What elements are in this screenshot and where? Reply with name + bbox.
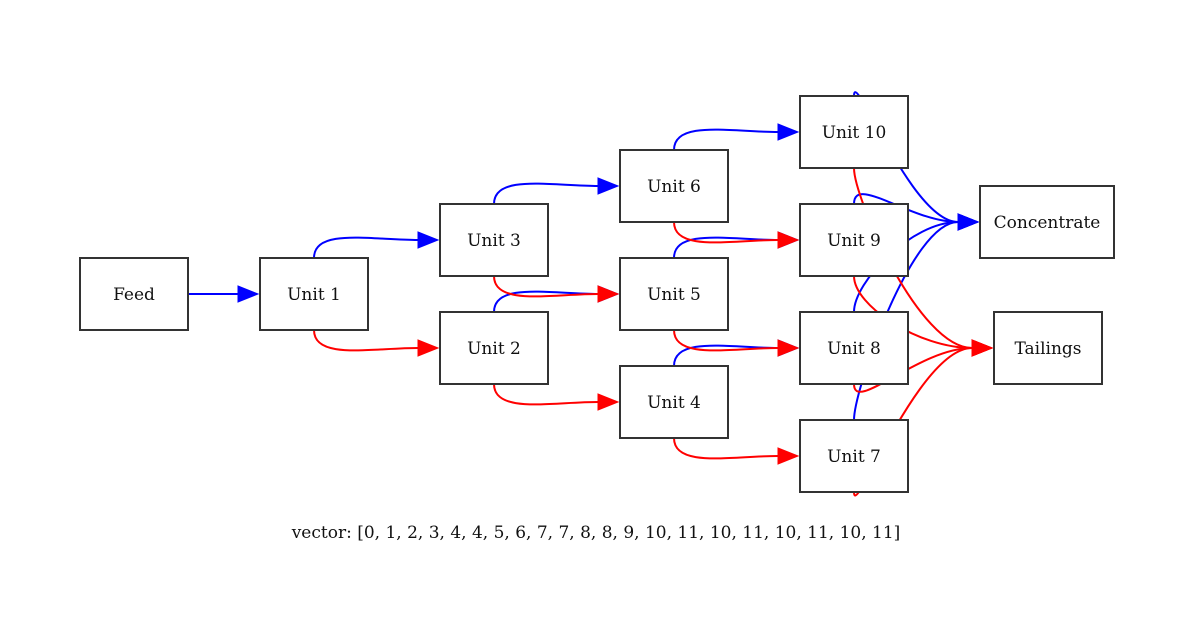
arrowhead-u3-to-u6 bbox=[597, 177, 620, 195]
node-u10: Unit 10 bbox=[799, 95, 909, 169]
node-u6-label: Unit 6 bbox=[647, 177, 701, 197]
edge-u3-to-u5 bbox=[493, 275, 599, 298]
node-conc-label: Concentrate bbox=[994, 213, 1101, 233]
arrowheads-layer bbox=[237, 123, 994, 465]
edge-u1-to-u3 bbox=[313, 236, 419, 259]
node-u6: Unit 6 bbox=[619, 149, 729, 223]
arrowhead-u5-to-u8 bbox=[777, 339, 800, 357]
node-conc: Concentrate bbox=[979, 185, 1115, 259]
node-u5-label: Unit 5 bbox=[647, 285, 701, 305]
edge-u3-to-u6 bbox=[493, 182, 599, 205]
edge-u9-to-conc bbox=[853, 193, 959, 223]
node-u2-label: Unit 2 bbox=[467, 339, 521, 359]
arrowhead-u10-to-conc bbox=[957, 213, 980, 231]
node-tail: Tailings bbox=[993, 311, 1103, 385]
node-u4: Unit 4 bbox=[619, 365, 729, 439]
node-u1-label: Unit 1 bbox=[287, 285, 341, 305]
arrowhead-u1-to-u2 bbox=[417, 339, 440, 357]
arrowhead-u6-to-u10 bbox=[777, 123, 800, 141]
arrowhead-u2-to-u4 bbox=[597, 393, 620, 411]
edge-u6-to-u9 bbox=[673, 221, 779, 244]
node-u3: Unit 3 bbox=[439, 203, 549, 277]
node-u3-label: Unit 3 bbox=[467, 231, 521, 251]
arrowhead-u6-to-u9 bbox=[777, 231, 800, 249]
edge-u2-to-u4 bbox=[493, 383, 599, 406]
node-u2: Unit 2 bbox=[439, 311, 549, 385]
node-u8-label: Unit 8 bbox=[827, 339, 881, 359]
edge-u1-to-u2 bbox=[313, 329, 419, 352]
edge-u5-to-u8 bbox=[673, 329, 779, 352]
arrowhead-u4-to-u7 bbox=[777, 447, 800, 465]
node-feed: Feed bbox=[79, 257, 189, 331]
edge-u7-to-conc bbox=[853, 221, 959, 421]
node-u1: Unit 1 bbox=[259, 257, 369, 331]
node-feed-label: Feed bbox=[113, 285, 155, 305]
node-u4-label: Unit 4 bbox=[647, 393, 701, 413]
nodes-layer: Feed Unit 1 Unit 2 Unit 3 Unit 4 Unit 5 Unit 6… bbox=[79, 95, 1115, 493]
edge-u6-to-u10 bbox=[673, 128, 779, 151]
node-u7: Unit 7 bbox=[799, 419, 909, 493]
node-u10-label: Unit 10 bbox=[822, 123, 887, 143]
node-u7-label: Unit 7 bbox=[827, 447, 881, 467]
arrowhead-feed-to-u1 bbox=[237, 285, 260, 303]
edge-u4-to-u7 bbox=[673, 437, 779, 460]
arrowhead-u10-to-tail bbox=[971, 339, 994, 357]
node-u8: Unit 8 bbox=[799, 311, 909, 385]
node-tail-label: Tailings bbox=[1014, 339, 1081, 359]
arrowhead-u1-to-u3 bbox=[417, 231, 440, 249]
node-u9-label: Unit 9 bbox=[827, 231, 881, 251]
node-u9: Unit 9 bbox=[799, 203, 909, 277]
vector-caption: vector: [0, 1, 2, 3, 4, 4, 5, 6, 7, 7, 8… bbox=[291, 523, 901, 543]
arrowhead-u3-to-u5 bbox=[597, 285, 620, 303]
node-u5: Unit 5 bbox=[619, 257, 729, 331]
